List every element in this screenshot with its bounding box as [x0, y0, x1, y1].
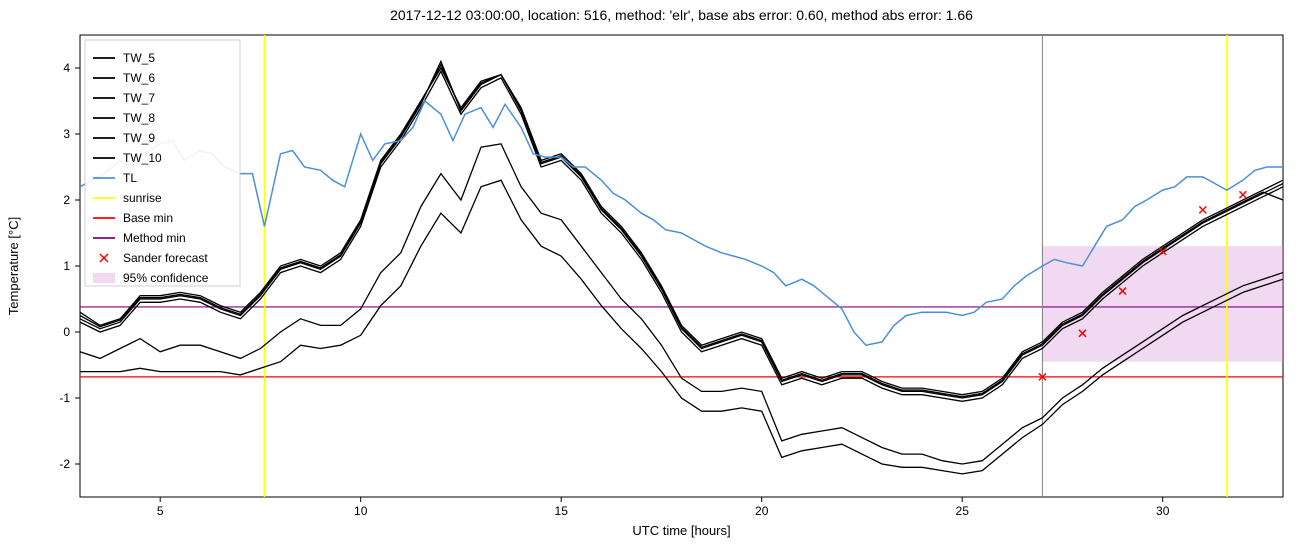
legend-label: Sander forecast [123, 251, 208, 265]
legend-label: TW_9 [123, 131, 155, 145]
chart-title: 2017-12-12 03:00:00, location: 516, meth… [390, 7, 973, 23]
ytick-label: 2 [63, 193, 70, 207]
legend-label: 95% confidence [123, 271, 209, 285]
legend-label: Base min [123, 211, 173, 225]
xtick-label: 20 [755, 504, 769, 518]
ytick-label: 0 [63, 325, 70, 339]
ytick-label: 3 [63, 127, 70, 141]
temperature-chart: 5 10 15 20 25 30 -2 -1 0 1 2 3 4 UTC time [hours] Temp… [0, 0, 1313, 547]
legend-label: sunrise [123, 191, 162, 205]
ytick-label: 4 [63, 61, 70, 75]
legend-label: TW_8 [123, 111, 155, 125]
xtick-label: 30 [1156, 504, 1170, 518]
xlabel: UTC time [hours] [632, 523, 730, 538]
legend-label: TW_5 [123, 51, 155, 65]
legend-label: TW_7 [123, 91, 155, 105]
legend-label: Method min [123, 231, 186, 245]
legend-label: TL [123, 171, 137, 185]
xtick-label: 15 [555, 504, 569, 518]
xtick-label: 10 [354, 504, 368, 518]
ylabel: Temperature [°C] [6, 217, 21, 315]
ytick-label: -2 [59, 457, 70, 471]
confidence-band [1042, 246, 1283, 362]
legend: TW_5 TW_6 TW_7 TW_8 TW_9 TW_10 TL sunrise Base m… [85, 40, 240, 286]
chart-container: 5 10 15 20 25 30 -2 -1 0 1 2 3 4 UTC time [hours] Temp… [0, 0, 1313, 547]
xtick-label: 25 [956, 504, 970, 518]
xtick-label: 5 [157, 504, 164, 518]
legend-label: TW_6 [123, 71, 155, 85]
ytick-label: -1 [59, 391, 70, 405]
ytick-label: 1 [63, 259, 70, 273]
legend-label: TW_10 [123, 151, 162, 165]
